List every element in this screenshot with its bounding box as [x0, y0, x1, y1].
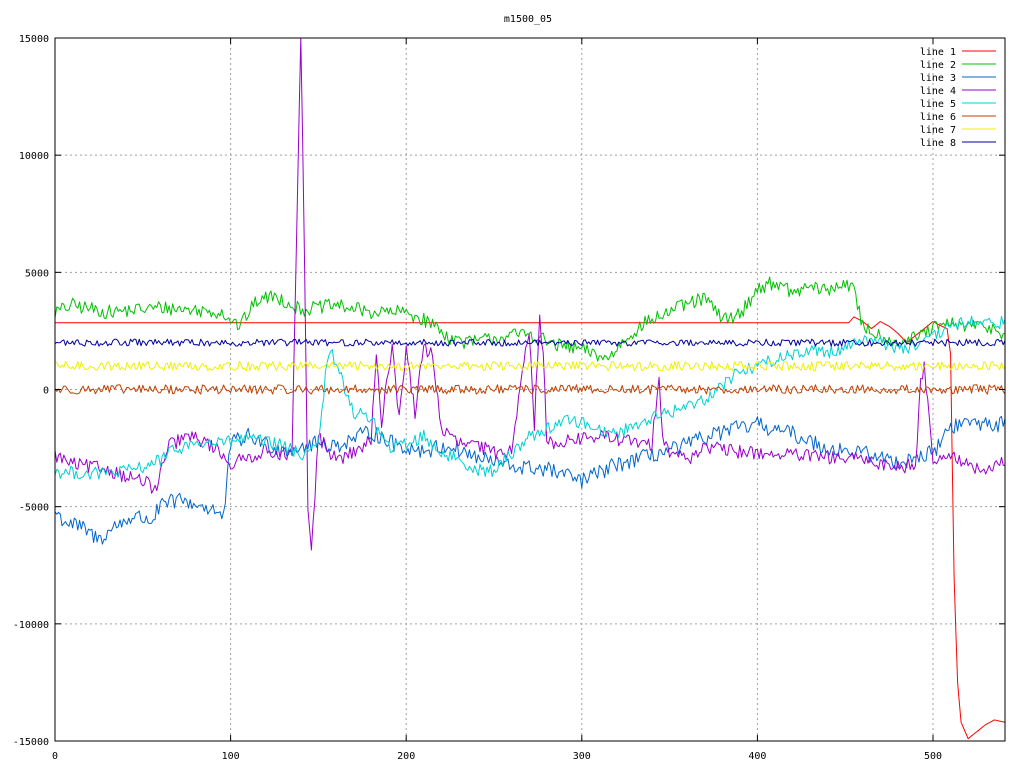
legend-label: line 1 [920, 47, 956, 58]
x-tick-label: 200 [397, 751, 415, 762]
series-group [54, 37, 1006, 740]
y-tick-label: -5000 [19, 503, 49, 514]
y-tick-label: 5000 [25, 268, 49, 279]
legend-label: line 2 [920, 60, 956, 71]
series-line-3 [54, 415, 1006, 545]
series-line-1 [55, 316, 1006, 740]
y-tick-label: 15000 [19, 34, 49, 45]
y-tick-label: 0 [43, 386, 49, 397]
series-line-6 [54, 384, 1006, 395]
series-line-2 [54, 276, 1006, 362]
series-line-5 [54, 315, 1006, 480]
y-tick-label: 10000 [19, 151, 49, 162]
legend-label: line 8 [920, 138, 956, 149]
x-tick-label: 0 [52, 751, 58, 762]
chart-title: m1500_05 [504, 14, 552, 25]
y-tick-label: -10000 [13, 620, 49, 631]
axes: -15000 -10000 -5000 0 5000 10000 15000 0 100 200 3… [13, 34, 1005, 762]
x-tick-label: 500 [924, 751, 942, 762]
legend: line 1 line 2 line 3 line 4 line 5 line 6 line… [920, 47, 996, 149]
series-line-4 [54, 37, 1006, 551]
y-tick-label: -15000 [13, 737, 49, 748]
x-tick-label: 400 [748, 751, 766, 762]
x-tick-label: 300 [573, 751, 591, 762]
legend-label: line 4 [920, 86, 956, 97]
grid [55, 38, 1005, 741]
legend-label: line 3 [920, 73, 956, 84]
legend-label: line 7 [920, 125, 956, 136]
legend-label: line 6 [920, 112, 956, 123]
x-tick-label: 100 [222, 751, 240, 762]
series-line-8 [54, 338, 1006, 347]
legend-label: line 5 [920, 99, 956, 110]
series-line-7 [54, 360, 1006, 372]
